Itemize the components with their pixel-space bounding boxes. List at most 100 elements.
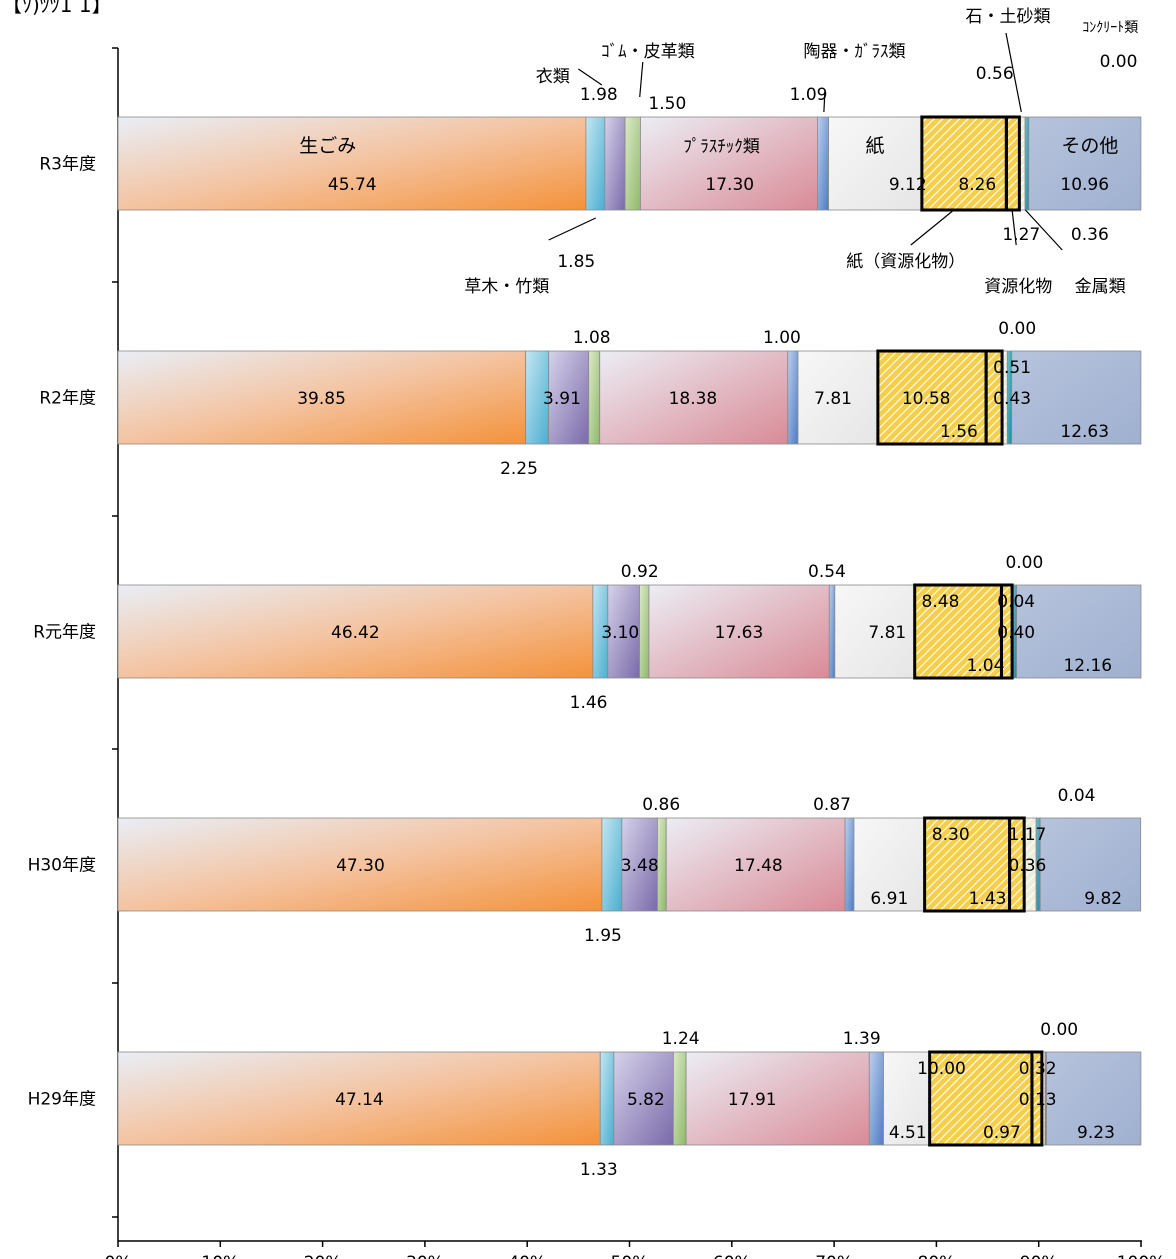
category-annotation: ｺﾝｸﾘｰﾄ類	[1082, 20, 1138, 36]
category-label: R2年度	[39, 389, 96, 409]
data-label: 0.40	[997, 623, 1035, 643]
recyclable-outline	[999, 583, 1014, 680]
data-label: 5.82	[627, 1090, 665, 1110]
data-label: 39.85	[297, 389, 346, 409]
data-label: 10.00	[917, 1059, 966, 1079]
x-tick-label: 50%	[611, 1253, 649, 1259]
leader-line	[1024, 209, 1063, 251]
data-label: 1.04	[967, 656, 1005, 676]
bar-segment	[548, 350, 590, 445]
bar-segment	[1039, 817, 1142, 912]
bar-segment	[787, 350, 799, 445]
data-label: 0.00	[1040, 1020, 1078, 1040]
leader-lines	[548, 32, 1063, 251]
data-label: 1.08	[573, 328, 611, 348]
data-label: 1.85	[557, 252, 595, 272]
category-annotation: 紙（資源化物）	[846, 252, 965, 272]
data-label: 9.23	[1077, 1123, 1115, 1143]
data-label: 2.25	[500, 459, 538, 479]
bar-segment	[599, 1051, 615, 1146]
category-labels: R3年度 R2年度 R元年度 H30年度 H29年度	[28, 155, 96, 1110]
x-tick-label: 100%	[1117, 1253, 1166, 1259]
data-label: 0.00	[1005, 553, 1043, 573]
data-label: 45.74	[328, 175, 377, 195]
recyclable-outline	[1030, 1050, 1044, 1147]
leader-line	[1011, 209, 1017, 246]
category-annotation: 石・土砂類	[966, 7, 1051, 27]
data-label: 7.81	[814, 389, 852, 409]
data-label: 17.30	[705, 175, 754, 195]
bar-segment	[797, 350, 879, 445]
bar-segment	[613, 1051, 674, 1146]
data-label: 0.32	[1019, 1059, 1057, 1079]
data-label: 3.91	[543, 389, 581, 409]
data-label: 0.00	[998, 319, 1036, 339]
bar-segment	[844, 817, 855, 912]
category-annotation: 生ごみ	[299, 135, 356, 157]
category-annotation: 金属類	[1075, 277, 1126, 297]
bar-segment	[883, 1051, 931, 1146]
bar-segment	[117, 116, 587, 211]
bar-segment	[648, 584, 830, 679]
bar-segment	[834, 584, 916, 679]
data-label: 0.54	[808, 562, 846, 582]
leader-line	[910, 209, 955, 246]
category-annotation: 資源化物	[984, 277, 1052, 297]
data-label: 1.27	[1002, 225, 1040, 245]
data-label: 0.87	[813, 795, 851, 815]
x-tick-label: 30%	[406, 1253, 444, 1259]
x-tick-label: 10%	[201, 1253, 239, 1259]
x-tick-label: 80%	[918, 1253, 956, 1259]
category-label: H29年度	[28, 1090, 96, 1110]
data-label: 8.30	[932, 825, 970, 845]
bar-segment	[1024, 116, 1030, 211]
bar-segment	[1046, 1051, 1142, 1146]
data-label: 9.12	[889, 175, 927, 195]
data-label: 6.91	[870, 889, 908, 909]
bar-segment	[640, 116, 818, 211]
x-tick-label: 60%	[713, 1253, 751, 1259]
bar-segment	[828, 116, 923, 211]
category-annotation: 草木・竹類	[464, 277, 549, 297]
data-label: 0.51	[993, 358, 1031, 378]
leader-line	[1005, 32, 1022, 113]
bar-segment	[921, 116, 1007, 211]
bar-segment	[1011, 350, 1142, 445]
bar-segment	[599, 350, 789, 445]
data-label: 8.26	[958, 175, 996, 195]
x-tick-label: 0%	[105, 1253, 132, 1259]
data-label: 12.16	[1063, 656, 1112, 676]
bar-segment	[1016, 584, 1142, 679]
data-label: 1.50	[648, 94, 686, 114]
x-tick-label: 70%	[815, 1253, 853, 1259]
data-label: 0.97	[983, 1123, 1021, 1143]
bar-segment	[853, 817, 926, 912]
bar-segment	[117, 584, 594, 679]
bar-segment	[817, 116, 829, 211]
data-label: 1.39	[843, 1029, 881, 1049]
data-label: 1.43	[969, 889, 1007, 909]
bar-segment	[117, 817, 603, 912]
category-label: R3年度	[39, 155, 96, 175]
leader-line	[548, 217, 596, 241]
data-label: 1.46	[570, 693, 608, 713]
x-tick-label: 20%	[304, 1253, 342, 1259]
data-label: 1.09	[790, 85, 828, 105]
data-label: 0.92	[621, 562, 659, 582]
category-annotation: ｺﾞﾑ・皮革類	[601, 42, 695, 62]
data-label: 47.30	[336, 856, 385, 876]
category-annotation: その他	[1061, 135, 1118, 157]
x-tick-label: 40%	[508, 1253, 546, 1259]
data-label: 10.58	[902, 389, 951, 409]
category-annotation: ﾌﾟﾗｽﾁｯｸ類	[683, 137, 760, 157]
value-labels: 45.74 17.30 9.12 8.26 10.96 1.98 1.50 1.09 0.56 0…	[297, 52, 1137, 1180]
leader-line	[578, 68, 603, 86]
data-label: 1.17	[1009, 825, 1047, 845]
data-label: 46.42	[331, 623, 380, 643]
data-label: 17.48	[734, 856, 783, 876]
data-label: 47.14	[335, 1090, 384, 1110]
data-label: 3.10	[601, 623, 639, 643]
data-label: 3.48	[621, 856, 659, 876]
header-fragment: 【ｿ)ﾂﾂ1 1】	[2, 0, 112, 17]
